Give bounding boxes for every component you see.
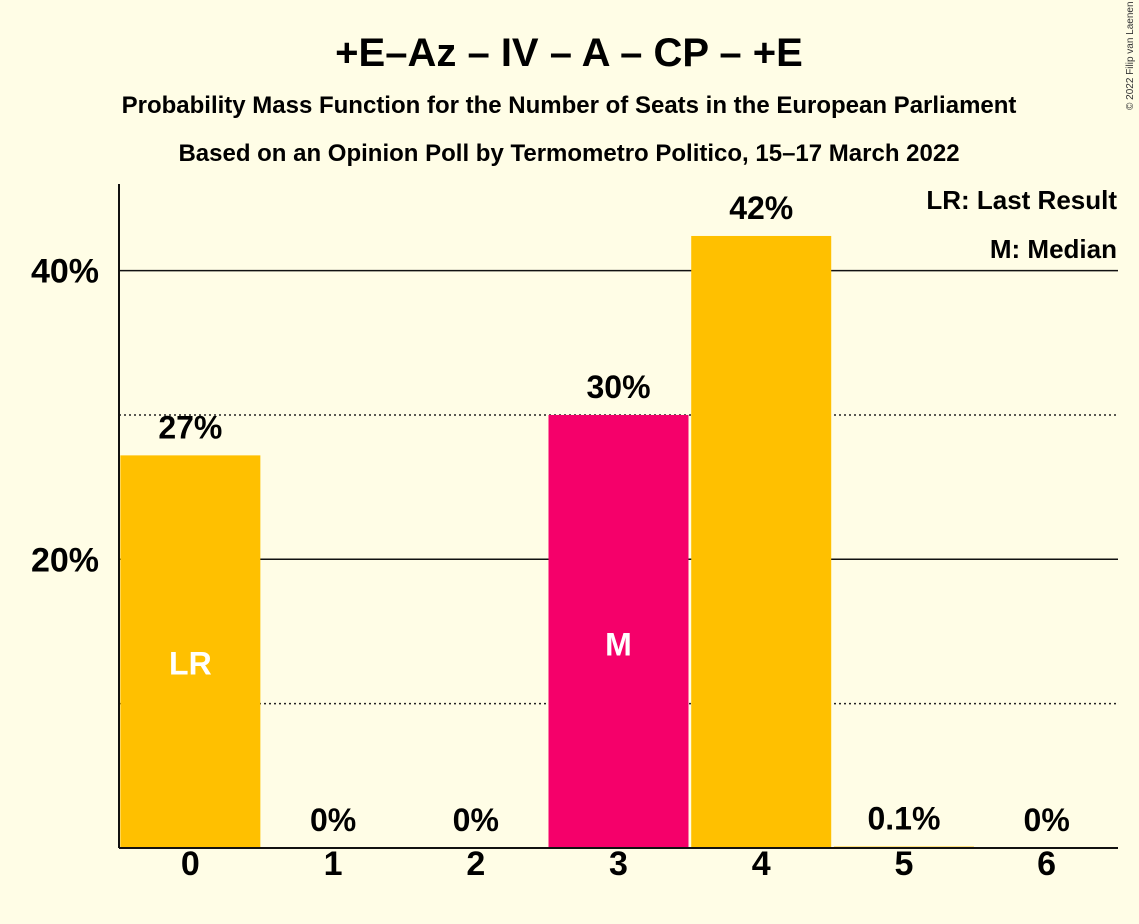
chart-title: +E–Az – IV – A – CP – +E [335, 31, 803, 75]
bar-inner-label: M [605, 626, 632, 662]
x-tick-label: 0 [181, 845, 200, 883]
x-tick-label: 6 [1037, 845, 1056, 883]
chart-subtitle: Probability Mass Function for the Number… [122, 92, 1017, 119]
x-tick-label: 2 [466, 845, 485, 883]
legend-last-result: LR: Last Result [926, 185, 1117, 215]
value-label: 30% [586, 369, 650, 405]
bar-0 [120, 455, 261, 848]
x-tick-label: 1 [324, 845, 343, 883]
value-label: 0% [310, 802, 356, 838]
value-label: 0% [453, 802, 499, 838]
chart-subtitle-2: Based on an Opinion Poll by Termometro P… [178, 140, 959, 167]
value-label: 27% [158, 409, 222, 445]
value-label: 0.1% [867, 801, 940, 837]
x-tick-label: 5 [894, 845, 913, 883]
y-tick-label: 20% [31, 541, 99, 579]
value-label: 42% [729, 190, 793, 226]
bar-inner-label: LR [169, 645, 212, 681]
x-tick-label: 4 [752, 845, 771, 883]
bar-3 [548, 414, 689, 848]
bar-4 [691, 235, 832, 848]
legend-median: M: Median [990, 234, 1117, 264]
labels: 20% 40% 27% LR 0 0% 1 0% 2 30% M 3 42% 4 0.1% 5 0% 6 [31, 190, 1070, 883]
value-label: 0% [1024, 802, 1070, 838]
y-tick-label: 40% [31, 253, 99, 291]
x-tick-label: 3 [609, 845, 628, 883]
axes [118, 184, 1118, 849]
copyright-text: © 2022 Filip van Laenen [1125, 1, 1136, 110]
bars [120, 235, 974, 848]
